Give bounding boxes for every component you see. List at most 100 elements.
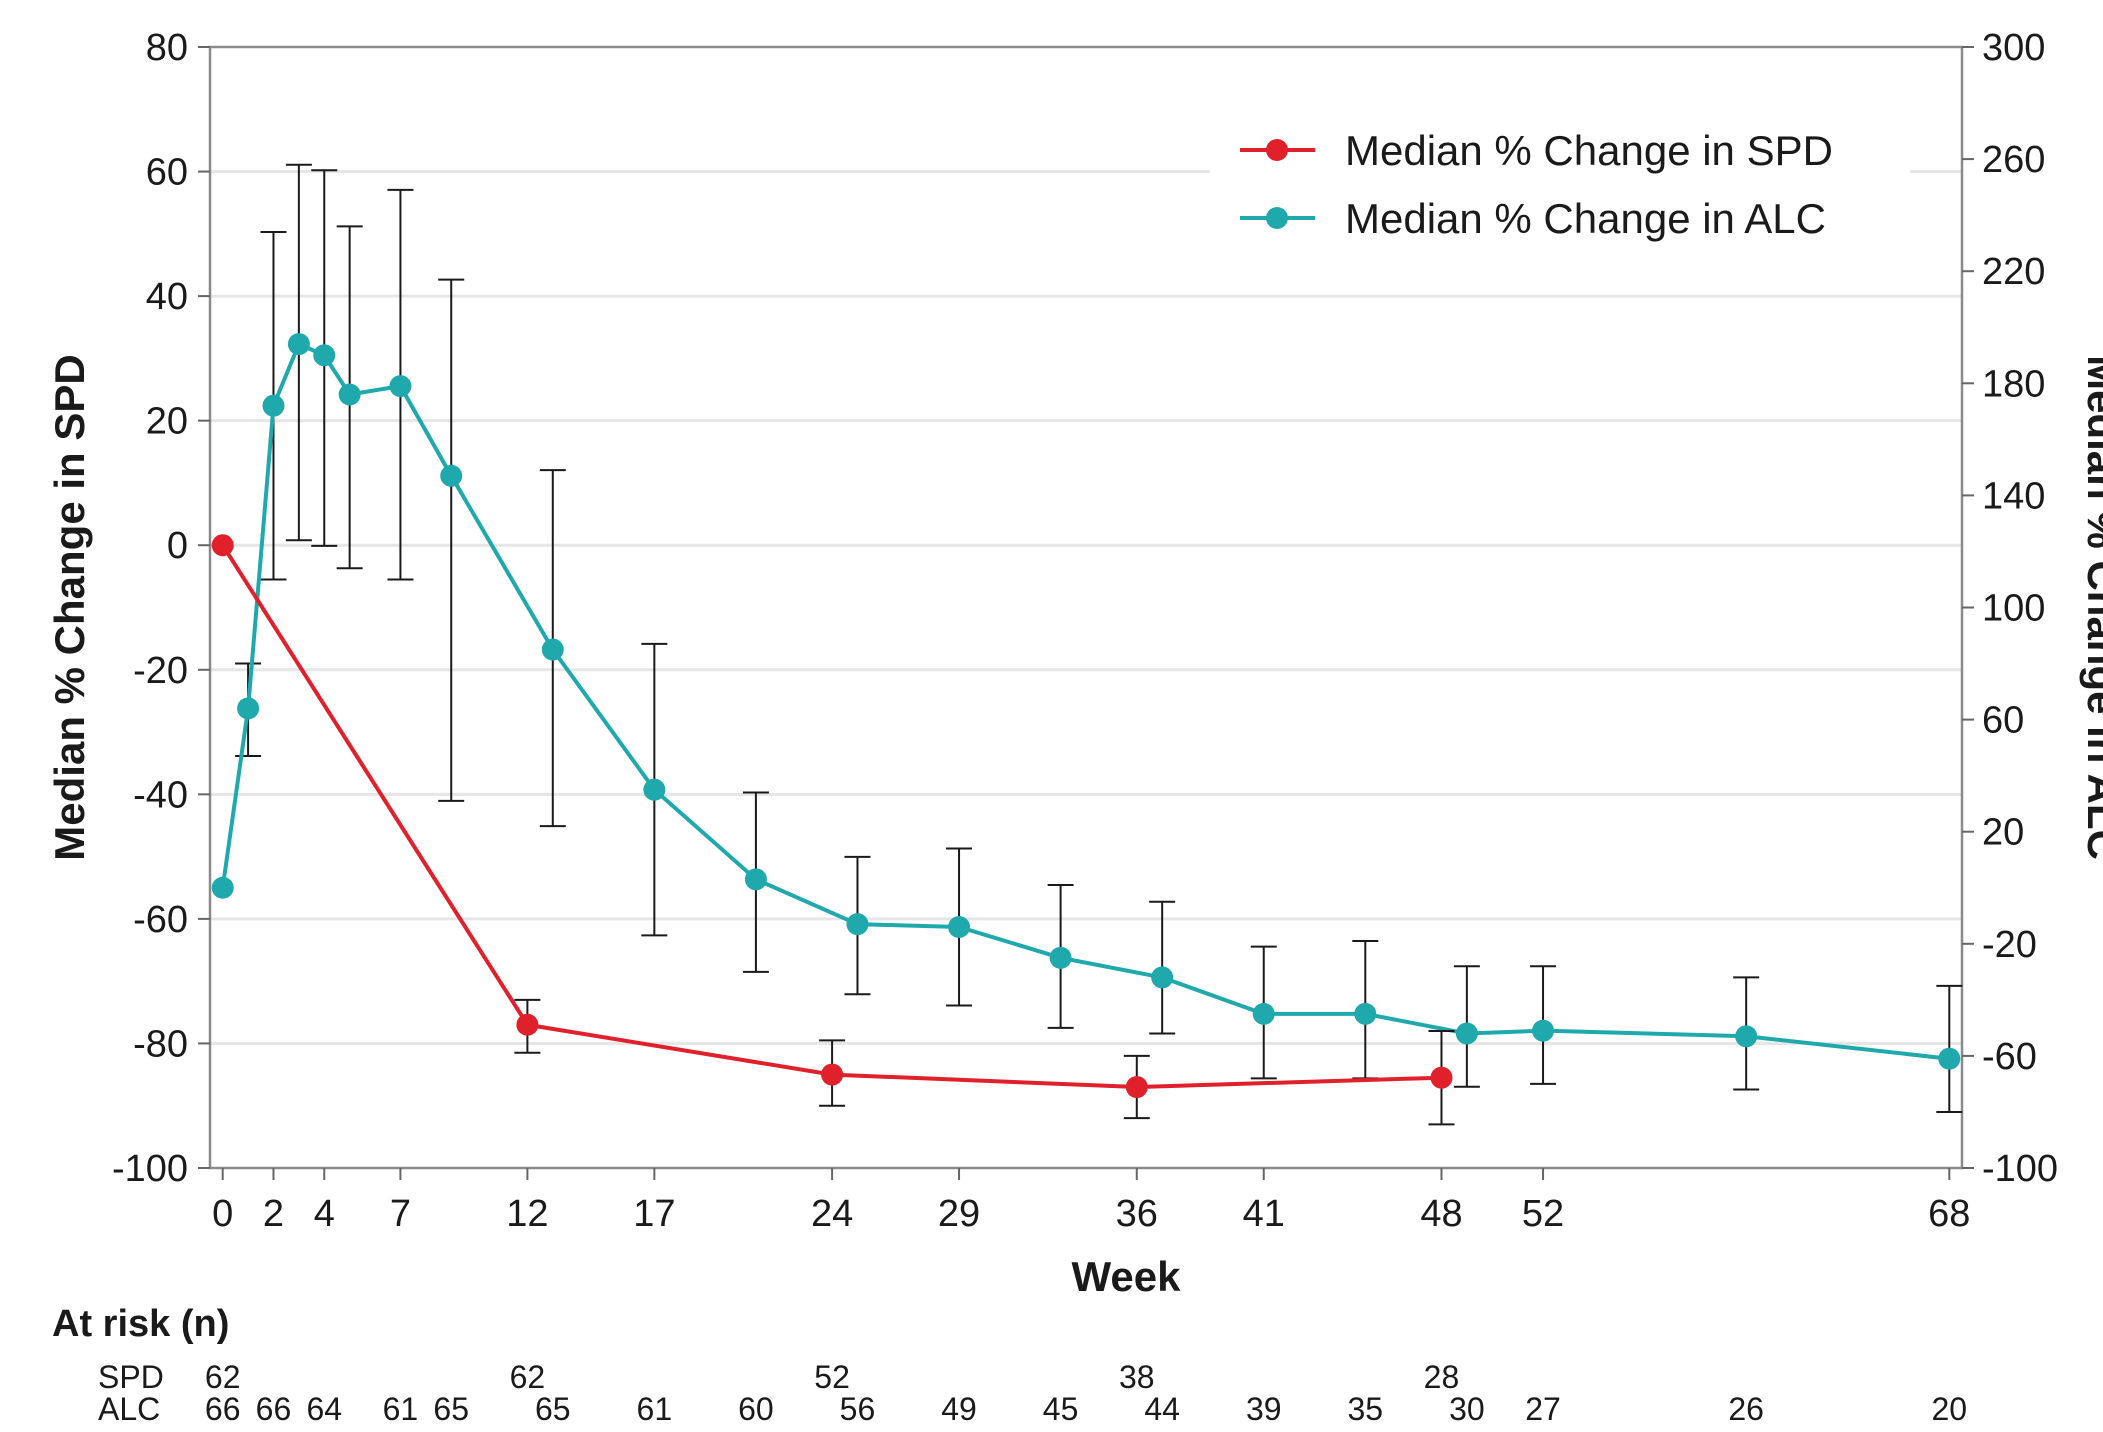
at-risk-value: 66: [205, 1391, 241, 1427]
series-spd: [211, 534, 1455, 1126]
data-point: [211, 876, 234, 899]
legend-marker: [1266, 207, 1288, 229]
at-risk-value: 20: [1932, 1391, 1968, 1427]
at-risk-value: 65: [535, 1391, 571, 1427]
y2-tick-label: -100: [1982, 1148, 2058, 1190]
y-tick-label: -60: [133, 899, 188, 941]
data-point: [516, 1013, 539, 1036]
data-point: [1252, 1002, 1275, 1025]
data-point: [1430, 1066, 1453, 1089]
at-risk-value: 27: [1525, 1391, 1561, 1427]
x-tick-label: 4: [314, 1193, 335, 1235]
data-point: [846, 913, 869, 936]
at-risk-value: 39: [1246, 1391, 1282, 1427]
data-point: [237, 697, 260, 720]
y2-tick-label: 60: [1982, 700, 2024, 742]
right-y-axis: 300 260 220 180 140 100 60 20 -20 -60 -100: [1962, 27, 2058, 1190]
data-point: [744, 868, 767, 891]
data-point: [338, 383, 361, 406]
at-risk-value: 49: [941, 1391, 977, 1427]
y-tick-label: 20: [146, 401, 188, 443]
grid-lines: [210, 170, 1962, 1045]
series-alc: [211, 163, 1963, 1113]
y-tick-label: -20: [133, 650, 188, 692]
at-risk-value: 28: [1424, 1359, 1460, 1395]
x-tick-label: 7: [390, 1193, 411, 1235]
legend-box: [1210, 102, 1910, 252]
at-risk-value: 65: [433, 1391, 469, 1427]
y2-tick-label: 140: [1982, 475, 2045, 517]
data-point: [262, 394, 285, 417]
y2-tick-label: 300: [1982, 27, 2045, 69]
y2-tick-label: -60: [1982, 1036, 2037, 1078]
at-risk-row-label: ALC: [98, 1391, 160, 1427]
x-tick-label: 0: [212, 1193, 233, 1235]
legend-label: Median % Change in ALC: [1345, 195, 1826, 242]
y-tick-label: -80: [133, 1023, 188, 1065]
at-risk-value: 56: [840, 1391, 876, 1427]
data-point: [211, 534, 234, 557]
left-y-axis: 80 60 40 20 0 -20 -40 -60 -80 -100: [112, 27, 210, 1190]
x-axis-title: Week: [1072, 1253, 1182, 1300]
x-tick-label: 41: [1243, 1193, 1285, 1235]
data-point: [1735, 1025, 1758, 1048]
y2-tick-label: -20: [1982, 924, 2037, 966]
y-tick-label: -40: [133, 774, 188, 816]
x-tick-label: 2: [263, 1193, 284, 1235]
y2-axis-title: Median % Change in ALC: [2079, 355, 2103, 860]
legend-marker: [1266, 139, 1288, 161]
data-point: [440, 464, 463, 487]
x-tick-label: 12: [506, 1193, 548, 1235]
at-risk-title: At risk (n): [52, 1303, 229, 1345]
x-tick-label: 52: [1522, 1193, 1564, 1235]
x-tick-label: 29: [938, 1193, 980, 1235]
x-tick-label: 24: [811, 1193, 853, 1235]
at-risk-row-label: SPD: [98, 1359, 164, 1395]
y-tick-label: 60: [146, 152, 188, 194]
data-point: [1455, 1022, 1478, 1045]
y2-tick-label: 180: [1982, 363, 2045, 405]
at-risk-value: 62: [205, 1359, 241, 1395]
x-tick-label: 17: [633, 1193, 675, 1235]
data-point: [1049, 946, 1072, 969]
y-tick-label: 0: [167, 525, 188, 567]
data-point: [948, 915, 971, 938]
at-risk-value: 38: [1119, 1359, 1155, 1395]
at-risk-value: 61: [383, 1391, 419, 1427]
legend-label: Median % Change in SPD: [1345, 127, 1833, 174]
y2-tick-label: 100: [1982, 588, 2045, 630]
at-risk-value: 26: [1728, 1391, 1764, 1427]
at-risk-value: 61: [637, 1391, 673, 1427]
data-point: [1125, 1076, 1148, 1099]
data-point: [821, 1063, 844, 1086]
at-risk-value: 66: [256, 1391, 292, 1427]
data-point: [1938, 1047, 1961, 1070]
data-point: [313, 344, 336, 367]
at-risk-value: 44: [1144, 1391, 1180, 1427]
at-risk-value: 62: [510, 1359, 546, 1395]
y-axis-title: Median % Change in SPD: [46, 354, 93, 860]
at-risk-value: 60: [738, 1391, 774, 1427]
y-tick-label: -100: [112, 1148, 188, 1190]
data-point: [1532, 1019, 1555, 1042]
series-layer: [211, 163, 1963, 1126]
data-point: [643, 778, 666, 801]
data-point: [389, 375, 412, 398]
y-tick-label: 40: [146, 276, 188, 318]
at-risk-value: 45: [1043, 1391, 1079, 1427]
at-risk-value: 64: [306, 1391, 342, 1427]
at-risk-value: 52: [814, 1359, 850, 1395]
at-risk-value: 30: [1449, 1391, 1485, 1427]
y-tick-label: 80: [146, 27, 188, 69]
y2-tick-label: 220: [1982, 251, 2045, 293]
x-tick-label: 36: [1116, 1193, 1158, 1235]
at-risk-table: At risk (n) SPD 62 62 52 38 28 ALC 66 66 64 61 65 65 6…: [52, 1303, 1967, 1427]
x-tick-label: 68: [1928, 1193, 1970, 1235]
data-point: [287, 333, 310, 356]
y2-tick-label: 260: [1982, 139, 2045, 181]
legend: Median % Change in SPD Median % Change in…: [1210, 102, 1910, 252]
data-point: [1354, 1002, 1377, 1025]
data-point: [1151, 966, 1174, 989]
at-risk-value: 35: [1348, 1391, 1384, 1427]
